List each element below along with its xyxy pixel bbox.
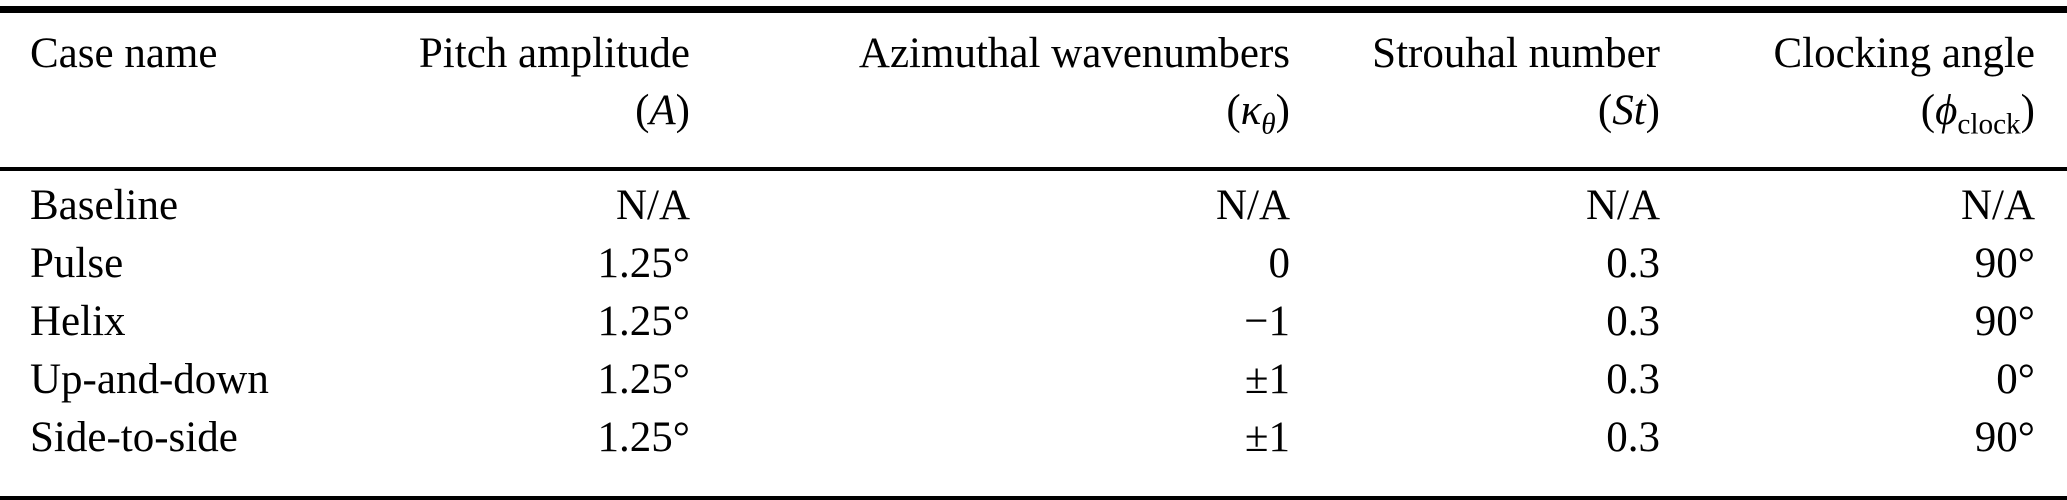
cell-azimuthal-wavenumbers: ±1 — [1244, 356, 1290, 404]
col-header-case-name: Case name — [0, 10, 330, 170]
cell-azimuthal-wavenumbers: −1 — [1244, 298, 1290, 346]
cell-pitch-amplitude: 1.25° — [597, 414, 690, 462]
cell-case-name: Up-and-down — [30, 356, 269, 404]
cell-clocking-angle: 0° — [1996, 356, 2035, 404]
header-row: Case name Pitch amplitude (A) Azimuthal … — [0, 10, 2067, 170]
cell-azimuthal-wavenumbers: 0 — [1268, 240, 1291, 288]
cell-clocking-angle: 90° — [1974, 414, 2035, 462]
table-row-helix: Helix 1.25° −1 0.3 90° — [0, 293, 2067, 351]
cell-pitch-amplitude: N/A — [615, 182, 690, 230]
cell-azimuthal-wavenumbers: ±1 — [1244, 414, 1290, 462]
col-header-label: Azimuthal wavenumbers — [858, 30, 1290, 77]
col-header-symbol: (A) — [635, 87, 690, 134]
table-row-pulse: Pulse 1.25° 0 0.3 90° — [0, 235, 2067, 293]
col-header-symbol: (κθ) — [1226, 87, 1290, 141]
col-header-label: Strouhal number — [1372, 30, 1660, 77]
cell-case-name: Baseline — [30, 182, 179, 230]
cell-case-name: Helix — [30, 298, 126, 346]
cell-strouhal-number: 0.3 — [1606, 298, 1660, 346]
cell-strouhal-number: 0.3 — [1606, 356, 1660, 404]
cell-case-name: Pulse — [30, 240, 124, 288]
cell-clocking-angle: 90° — [1974, 240, 2035, 288]
cell-clocking-angle: 90° — [1974, 298, 2035, 346]
col-header-strouhal-number: Strouhal number (St) — [1290, 10, 1660, 170]
cell-azimuthal-wavenumbers: N/A — [1215, 182, 1290, 230]
cell-pitch-amplitude: 1.25° — [597, 298, 690, 346]
table-row-baseline: Baseline N/A N/A N/A N/A — [0, 169, 2067, 235]
cell-strouhal-number: 0.3 — [1606, 414, 1660, 462]
col-header-symbol: (ϕclock) — [1920, 87, 2035, 141]
cell-case-name: Side-to-side — [30, 414, 238, 462]
cell-strouhal-number: 0.3 — [1606, 240, 1660, 288]
col-header-clocking-angle: Clocking angle (ϕclock) — [1660, 10, 2067, 170]
col-header-pitch-amplitude: Pitch amplitude (A) — [330, 10, 690, 170]
col-header-label: Pitch amplitude — [418, 30, 690, 77]
col-header-label: Case name — [30, 30, 218, 77]
table-row-up-and-down: Up-and-down 1.25° ±1 0.3 0° — [0, 351, 2067, 409]
col-header-label: Clocking angle — [1773, 30, 2035, 77]
table-row-side-to-side: Side-to-side 1.25° ±1 0.3 90° — [0, 409, 2067, 499]
cell-pitch-amplitude: 1.25° — [597, 240, 690, 288]
cell-clocking-angle: N/A — [1960, 182, 2035, 230]
cell-strouhal-number: N/A — [1585, 182, 1660, 230]
col-header-azimuthal-wavenumbers: Azimuthal wavenumbers (κθ) — [690, 10, 1290, 170]
col-header-symbol: (St) — [1597, 87, 1660, 134]
parameters-table: Case name Pitch amplitude (A) Azimuthal … — [0, 6, 2067, 500]
cell-pitch-amplitude: 1.25° — [597, 356, 690, 404]
